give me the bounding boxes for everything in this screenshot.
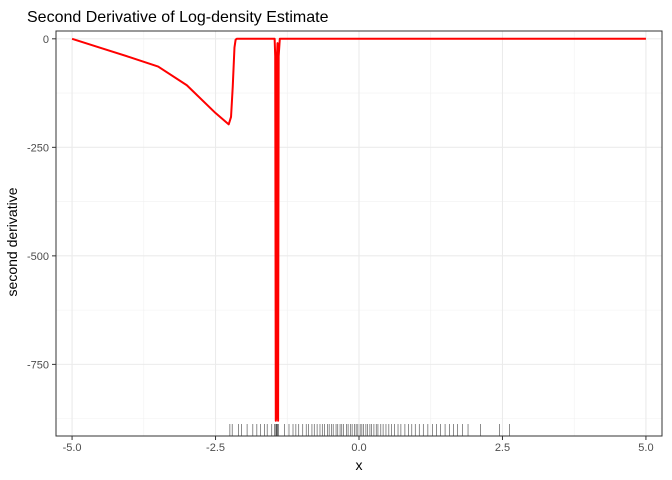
y-tick-label: 0 <box>43 34 49 46</box>
x-axis-title: x <box>356 457 363 473</box>
x-tick-label: 0.0 <box>351 442 366 454</box>
plot-panel <box>55 30 663 437</box>
y-tick-label: -750 <box>27 359 49 371</box>
y-axis: 0 -250 -500 -750 <box>27 34 56 371</box>
y-tick-label: -500 <box>27 251 49 263</box>
chart-title: Second Derivative of Log-density Estimat… <box>27 9 329 26</box>
x-tick-label: 5.0 <box>638 442 653 454</box>
y-axis-title: second derivative <box>4 187 20 296</box>
x-tick-label: -5.0 <box>63 442 82 454</box>
x-tick-label: 2.5 <box>495 442 510 454</box>
y-tick-label: -250 <box>27 142 49 154</box>
x-tick-label: -2.5 <box>206 442 225 454</box>
x-axis: -5.0 -2.5 0.0 2.5 5.0 <box>63 436 654 454</box>
second-derivative-line <box>71 37 646 422</box>
rug-marks <box>229 424 510 436</box>
